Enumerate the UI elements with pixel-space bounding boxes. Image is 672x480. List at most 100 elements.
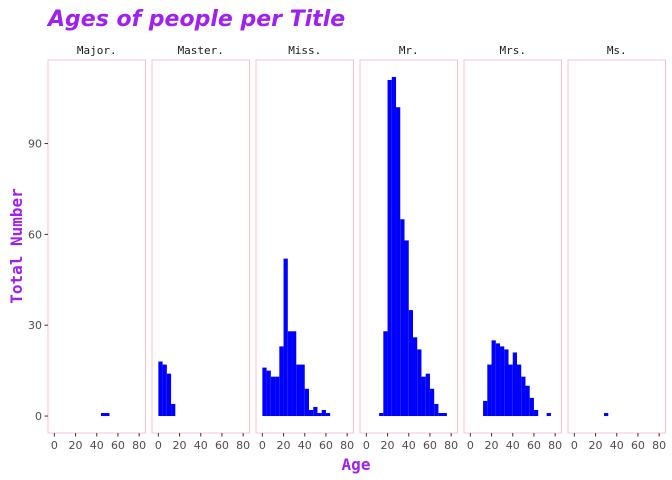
histogram-bar <box>483 400 488 417</box>
facet-panel: Mrs. 0 20 40 60 80 <box>463 44 562 452</box>
facet-label: Mr. <box>399 44 419 57</box>
histogram-bar <box>525 385 530 417</box>
histogram-bar <box>266 370 271 417</box>
histogram-bar <box>546 413 551 417</box>
panel-border <box>567 59 666 434</box>
histogram-bar <box>158 361 163 417</box>
histogram-bar <box>400 219 405 417</box>
histogram-bar <box>296 364 301 417</box>
x-tick-label: 60 <box>527 439 541 452</box>
facet-label: Major. <box>77 44 117 57</box>
panel-border <box>47 59 146 434</box>
histogram-bar <box>292 331 297 417</box>
x-tick-label: 60 <box>423 439 437 452</box>
y-tick-label: 60 <box>28 228 42 241</box>
x-tick-label: 0 <box>467 439 474 452</box>
histogram-bar <box>275 376 280 417</box>
histogram-bar <box>434 403 439 417</box>
histogram-bar <box>304 388 309 417</box>
histogram-bar <box>429 388 435 417</box>
x-tick-label: 0 <box>259 439 266 452</box>
histogram-bar <box>287 331 293 417</box>
histogram-bar <box>100 413 110 417</box>
facet-panels: Major. 0 20 40 60 80 Master. 0 20 40 60 80 Miss. 0 20 4… <box>47 44 666 452</box>
histogram-bar <box>408 310 413 417</box>
histogram-bar <box>171 403 176 417</box>
x-tick-label: 20 <box>277 439 291 452</box>
x-tick-label: 60 <box>631 439 645 452</box>
histogram-bar <box>604 413 609 417</box>
facet-panel: Mr. 0 20 40 60 80 <box>359 44 458 452</box>
histogram-bar <box>516 364 522 417</box>
x-tick-label: 60 <box>319 439 333 452</box>
x-tick-label: 40 <box>610 439 624 452</box>
histogram-bar <box>383 331 388 417</box>
histogram-bar <box>421 376 426 417</box>
histogram-bar <box>313 406 318 417</box>
histogram-bar <box>417 349 422 417</box>
histogram-bar <box>491 340 496 417</box>
histogram-bar <box>279 346 284 417</box>
histogram-bar <box>270 376 276 417</box>
x-tick-label: 80 <box>444 439 458 452</box>
histogram-bar <box>387 79 392 417</box>
x-tick-label: 20 <box>589 439 603 452</box>
histogram-bar <box>262 367 267 417</box>
histogram-bar <box>412 337 418 417</box>
x-tick-label: 80 <box>340 439 354 452</box>
histogram-bar <box>308 409 314 417</box>
histogram-bar <box>487 364 492 417</box>
x-tick-label: 0 <box>155 439 162 452</box>
x-tick-label: 20 <box>485 439 499 452</box>
histogram-bar <box>162 364 167 417</box>
facet-label: Ms. <box>607 44 627 57</box>
histogram-bar <box>300 364 305 417</box>
x-axis-title: Age <box>342 455 371 474</box>
histogram-bar <box>283 258 288 417</box>
facet-label: Master. <box>178 44 224 57</box>
x-tick-label: 0 <box>571 439 578 452</box>
y-tick-label: 0 <box>35 410 42 423</box>
histogram-bar <box>425 373 430 417</box>
histogram-bar <box>495 343 501 417</box>
y-axis: 0 30 60 90 <box>28 138 48 423</box>
x-tick-label: 80 <box>548 439 562 452</box>
facet-panel: Ms. 0 20 40 60 80 <box>567 44 666 452</box>
histogram-bar <box>529 397 534 417</box>
histogram-bar <box>438 413 447 417</box>
x-tick-label: 20 <box>381 439 395 452</box>
x-tick-label: 40 <box>194 439 208 452</box>
x-tick-label: 40 <box>298 439 312 452</box>
histogram-bar <box>321 409 326 417</box>
histogram-bar <box>521 376 526 417</box>
x-tick-label: 80 <box>652 439 666 452</box>
facet-panel: Miss. 0 20 40 60 80 <box>255 44 354 452</box>
x-tick-label: 40 <box>402 439 416 452</box>
x-tick-label: 80 <box>132 439 146 452</box>
chart-title: Ages of people per Title <box>46 7 345 32</box>
histogram-bar <box>396 107 401 417</box>
histogram-bar <box>379 413 384 417</box>
facet-label: Miss. <box>288 44 321 57</box>
x-tick-label: 20 <box>69 439 83 452</box>
y-tick-label: 90 <box>28 138 42 151</box>
facet-panel: Major. 0 20 40 60 80 <box>47 44 146 452</box>
histogram-bar <box>512 352 517 417</box>
histogram-bar <box>166 373 172 417</box>
histogram-bar <box>404 240 409 417</box>
x-tick-label: 20 <box>173 439 187 452</box>
histogram-bar <box>533 409 539 417</box>
x-tick-label: 0 <box>363 439 370 452</box>
y-tick-label: 30 <box>28 319 42 332</box>
histogram-bar <box>504 349 509 417</box>
y-axis-title: Total Number <box>7 188 26 304</box>
x-tick-label: 40 <box>506 439 520 452</box>
histogram-bar <box>391 76 397 417</box>
histogram-bar <box>508 364 513 417</box>
histogram-bar <box>500 346 505 417</box>
histogram-bar <box>325 413 331 417</box>
x-tick-label: 60 <box>215 439 229 452</box>
facet-label: Mrs. <box>500 44 527 57</box>
histogram-bar <box>317 413 322 417</box>
x-tick-label: 0 <box>51 439 58 452</box>
